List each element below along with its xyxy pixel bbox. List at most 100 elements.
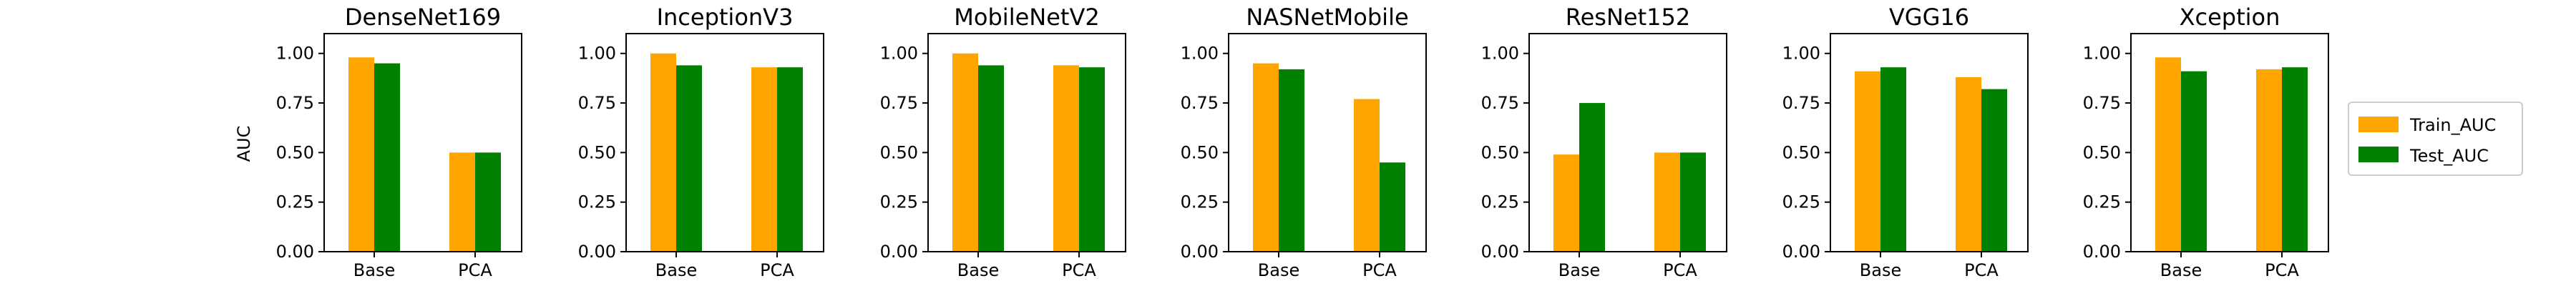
bar-train_auc-pca [2256, 69, 2282, 252]
bar-test_auc-base [374, 63, 400, 252]
legend-swatch-train [2358, 117, 2399, 132]
x-tick-label: PCA [1964, 260, 1999, 280]
y-tick-label: 0.50 [1481, 142, 1519, 162]
y-tick-label: 1.00 [276, 44, 314, 64]
y-tick-label: 0.75 [1782, 93, 1820, 113]
x-tick-label: Base [1258, 260, 1299, 280]
bar-train_auc-pca [1956, 77, 1981, 252]
bar-train_auc-base [1553, 154, 1579, 252]
y-tick-label: 0.25 [1481, 192, 1519, 212]
bar-train_auc-base [650, 53, 676, 252]
y-tick-label: 0.50 [276, 142, 314, 162]
axes-frame [323, 33, 522, 252]
bar-test_auc-pca [1079, 67, 1105, 252]
x-tick-label: PCA [2265, 260, 2299, 280]
bar-train_auc-pca [1354, 99, 1380, 252]
bar-test_auc-pca [2282, 67, 2308, 252]
x-tick-label: PCA [458, 260, 492, 280]
panel-title: MobileNetV2 [954, 4, 1099, 31]
x-tick-label: PCA [760, 260, 794, 280]
panel-inceptionv3: InceptionV3 0.00 0.25 0.50 0.75 1.00 Base PCA [578, 4, 824, 280]
y-tick-label: 0.00 [276, 242, 314, 262]
bar-test_auc-pca [1680, 152, 1706, 252]
x-tick-label: Base [655, 260, 697, 280]
bar-train_auc-pca [1053, 65, 1079, 252]
bar-test_auc-pca [777, 67, 803, 252]
y-tick-label: 1.00 [2083, 44, 2121, 64]
y-tick-label: 1.00 [1481, 44, 1519, 64]
panel-title: NASNetMobile [1246, 4, 1408, 31]
bar-train_auc-base [348, 57, 374, 252]
x-tick-label: PCA [1663, 260, 1697, 280]
bar-train_auc-pca [449, 152, 475, 252]
legend: Train_AUC Test_AUC [2348, 102, 2523, 176]
y-tick-label: 0.75 [1481, 93, 1519, 113]
y-axis-label: AUC [234, 126, 254, 162]
x-tick-label: Base [2160, 260, 2202, 280]
y-tick-label: 0.50 [578, 142, 616, 162]
panel-title: ResNet152 [1566, 4, 1690, 31]
axes-frame [1830, 33, 2029, 252]
bar-test_auc-base [978, 65, 1004, 252]
axes-frame [927, 33, 1126, 252]
panel-resnet152: ResNet152 0.00 0.25 0.50 0.75 1.00 Base PCA [1481, 4, 1727, 280]
y-tick-label: 0.75 [276, 93, 314, 113]
panel-mobilenetv2: MobileNetV2 0.00 0.25 0.50 0.75 1.00 Base PCA [880, 4, 1126, 280]
y-tick-label: 0.50 [2083, 142, 2121, 162]
y-tick-label: 1.00 [1181, 44, 1219, 64]
bar-test_auc-base [1579, 103, 1605, 252]
bar-train_auc-base [952, 53, 978, 252]
bar-test_auc-base [2181, 71, 2207, 252]
legend-label-train: Train_AUC [2409, 115, 2496, 135]
bar-train_auc-base [1253, 63, 1279, 252]
x-tick-label: PCA [1362, 260, 1397, 280]
y-tick-label: 0.00 [1181, 242, 1219, 262]
bar-test_auc-pca [475, 152, 501, 252]
x-tick-label: PCA [1062, 260, 1096, 280]
y-tick-label: 0.50 [1181, 142, 1219, 162]
bar-test_auc-pca [1380, 162, 1405, 252]
legend-swatch-test [2358, 147, 2399, 162]
y-tick-label: 0.25 [880, 192, 918, 212]
y-tick-label: 0.50 [1782, 142, 1820, 162]
y-tick-label: 1.00 [578, 44, 616, 64]
bar-test_auc-pca [1981, 89, 2007, 252]
y-tick-label: 0.00 [578, 242, 616, 262]
y-tick-label: 0.00 [2083, 242, 2121, 262]
y-tick-label: 0.25 [2083, 192, 2121, 212]
panel-title: Xception [2180, 4, 2280, 31]
y-tick-label: 0.50 [880, 142, 918, 162]
x-tick-label: Base [353, 260, 395, 280]
panel-title: VGG16 [1889, 4, 1969, 31]
panel-title: InceptionV3 [657, 4, 794, 31]
y-tick-label: 0.00 [1782, 242, 1820, 262]
bar-test_auc-base [1880, 67, 1906, 252]
y-tick-label: 0.75 [2083, 93, 2121, 113]
y-tick-label: 0.25 [276, 192, 314, 212]
axes-frame [1528, 33, 1727, 252]
y-tick-label: 0.25 [1782, 192, 1820, 212]
legend-label-test: Test_AUC [2409, 146, 2489, 166]
bar-test_auc-base [1279, 69, 1304, 252]
y-tick-label: 0.00 [880, 242, 918, 262]
panel-xception: Xception 0.00 0.25 0.50 0.75 1.00 Base PCA [2083, 4, 2329, 280]
y-tick-label: 0.75 [880, 93, 918, 113]
axes-frame [2130, 33, 2329, 252]
axes-frame [625, 33, 824, 252]
panel-vgg16: VGG16 0.00 0.25 0.50 0.75 1.00 Base PCA [1782, 4, 2029, 280]
bar-train_auc-pca [1654, 152, 1680, 252]
panel-nasnetmobile: NASNetMobile 0.00 0.25 0.50 0.75 1.00 Base PCA [1181, 4, 1427, 280]
bar-train_auc-base [2155, 57, 2181, 252]
y-tick-label: 1.00 [1782, 44, 1820, 64]
panel-densenet169: DenseNet169 0.00 0.25 0.50 0.75 1.00 Base PCA [276, 4, 522, 280]
bar-test_auc-base [676, 65, 702, 252]
bar-train_auc-base [1855, 71, 1880, 252]
y-tick-label: 0.25 [1181, 192, 1219, 212]
axes-frame [1228, 33, 1427, 252]
y-tick-label: 0.00 [1481, 242, 1519, 262]
x-tick-label: Base [1558, 260, 1600, 280]
y-tick-label: 0.25 [578, 192, 616, 212]
bar-train_auc-pca [751, 67, 777, 252]
